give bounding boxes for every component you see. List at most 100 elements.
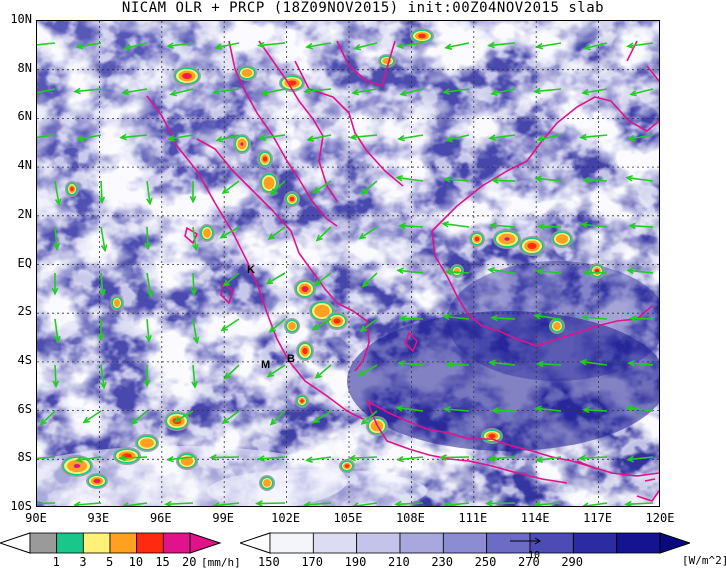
wind-arrow: [583, 42, 608, 51]
wind-arrow: [349, 133, 378, 141]
coastline-segment: [228, 40, 338, 227]
prcp-cell: [410, 28, 434, 44]
prcp-cell: [173, 66, 201, 86]
wind-arrow: [533, 312, 562, 320]
wind-arrow: [303, 501, 332, 506]
wind-arrow: [399, 88, 424, 97]
prcp-cell: [61, 455, 93, 477]
wind-arrow: [444, 268, 470, 276]
prcp-cell: [259, 172, 279, 194]
wind-arrow: [395, 404, 424, 412]
wind-arrow: [266, 364, 286, 378]
wind-arrow: [579, 133, 608, 141]
prcp-label: 3: [79, 555, 87, 569]
wind-arrow: [489, 222, 516, 229]
prcp-cell: [296, 341, 314, 361]
lat-tick-label: 4S: [17, 352, 32, 367]
prcp-arrow-right: [189, 532, 222, 554]
wind-arrow: [37, 502, 56, 505]
wind-arrow: [445, 134, 470, 143]
wind-arrow: [267, 226, 286, 241]
map-panel: K M B: [36, 20, 660, 507]
wind-arrow: [73, 87, 102, 95]
wind-vectors: [37, 41, 654, 506]
wind-arrow: [578, 454, 608, 462]
figure-title: NICAM OLR + PRCP (18Z09NOV2015) init:00Z…: [121, 0, 605, 16]
vector-reference-label: 10: [528, 550, 541, 561]
olr-label: 250: [474, 555, 497, 569]
map-canvas: K M B: [37, 21, 659, 506]
wind-arrow: [357, 364, 378, 377]
olr-colorbar: [240, 532, 690, 554]
lon-tick-label: 114E: [520, 511, 550, 525]
prcp-cell: [589, 263, 605, 279]
wind-arrow: [629, 315, 654, 322]
prcp-label: 1: [52, 555, 60, 569]
lon-tick-label: 117E: [583, 511, 613, 525]
wind-arrow: [73, 501, 102, 506]
wind-arrow: [191, 364, 198, 389]
olr-arrow-right: [659, 532, 690, 554]
olr-label: 150: [258, 555, 280, 569]
wind-arrow: [269, 180, 286, 196]
coastline-segment: [146, 95, 364, 420]
coastline-segment: [220, 282, 234, 304]
wind-arrow: [536, 360, 562, 368]
wind-arrow: [581, 88, 608, 96]
wind-arrow: [626, 455, 654, 463]
wind-arrow: [444, 42, 470, 50]
prcp-cell: [493, 229, 521, 249]
wind-arrow: [491, 177, 516, 184]
wind-arrow: [76, 134, 102, 142]
olr-swatch: [269, 532, 314, 554]
wind-arrow: [442, 88, 470, 95]
prcp-cell: [233, 134, 251, 154]
wind-arrow: [121, 88, 148, 96]
wind-arrow: [315, 226, 332, 242]
olr-label: 170: [301, 555, 324, 569]
wind-arrow: [39, 410, 56, 426]
lon-tick-label: 120E: [645, 511, 675, 525]
coastline-segment: [366, 400, 659, 477]
wind-arrow: [582, 406, 608, 414]
wind-arrow: [397, 360, 424, 367]
wind-arrow: [223, 364, 240, 380]
wind-arrow: [255, 500, 286, 506]
wind-arrow: [579, 358, 608, 366]
wind-arrow: [221, 180, 240, 195]
prcp-cell: [469, 231, 485, 247]
prcp-cell: [450, 264, 464, 278]
prcp-label: 5: [106, 555, 114, 569]
olr-swatch: [616, 532, 661, 554]
wind-arrow: [442, 313, 470, 321]
prcp-swatch: [136, 532, 164, 554]
wind-arrow: [624, 500, 654, 506]
wind-arrow: [312, 410, 332, 424]
lon-tick-label: 108E: [395, 511, 425, 525]
wind-arrow: [395, 174, 424, 182]
wind-arrow: [209, 454, 240, 461]
station-label-b: B: [287, 353, 295, 365]
wind-arrow: [37, 456, 56, 460]
lon-tick-label: 99E: [212, 511, 235, 525]
prcp-swatch: [82, 532, 111, 554]
wind-arrow: [190, 272, 198, 297]
wind-arrow: [222, 272, 240, 287]
wind-arrow: [219, 226, 240, 239]
wind-arrow: [143, 365, 151, 388]
wind-arrow: [312, 180, 332, 194]
prcp-cell: [65, 181, 79, 197]
lon-tick-label: 96E: [149, 511, 172, 525]
wind-arrow: [173, 410, 194, 423]
wind-arrow: [352, 502, 378, 506]
wind-arrow: [625, 174, 654, 182]
wind-arrow: [490, 88, 516, 96]
wind-arrow: [485, 500, 516, 506]
coastline-segment: [404, 332, 418, 352]
lon-tick-label: 90E: [25, 511, 47, 525]
prcp-cell: [551, 230, 573, 248]
wind-arrow: [626, 267, 654, 275]
wind-arrow: [488, 134, 516, 141]
wind-arrow: [581, 314, 608, 321]
wind-arrow: [145, 318, 152, 343]
